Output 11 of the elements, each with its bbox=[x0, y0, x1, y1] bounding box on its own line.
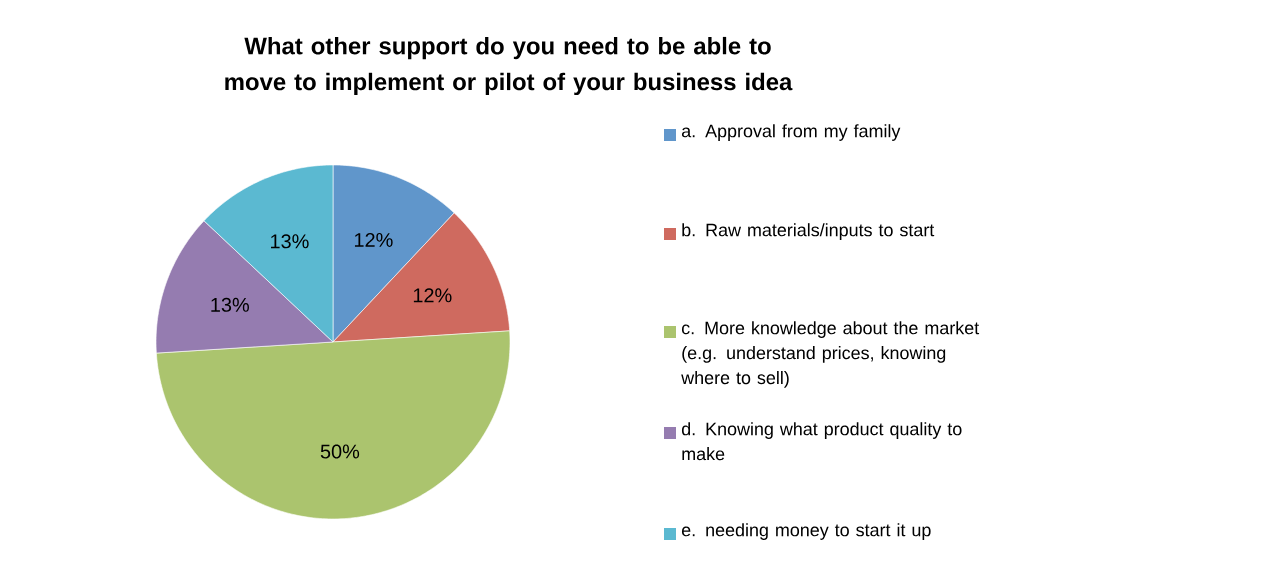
legend-label: c. More knowledge about the market (e.g. understand prices, knowing where to sell) bbox=[681, 321, 980, 388]
legend-label: e. needing money to start it up bbox=[681, 523, 931, 540]
data-label: 12% bbox=[413, 288, 452, 303]
data-label: 13% bbox=[211, 297, 249, 312]
legend-label: d. Knowing what product quality to make bbox=[681, 422, 962, 461]
data-label: 50% bbox=[320, 444, 360, 459]
legend-label: b. Raw materials/inputs to start bbox=[682, 223, 935, 240]
data-label: 13% bbox=[271, 234, 309, 249]
chart-title: What other support do you need to be able to move to implement or pilot of your business idea bbox=[225, 36, 793, 96]
legend-label: a. Approval from my family bbox=[681, 124, 901, 141]
data-label: 12% bbox=[354, 232, 393, 247]
